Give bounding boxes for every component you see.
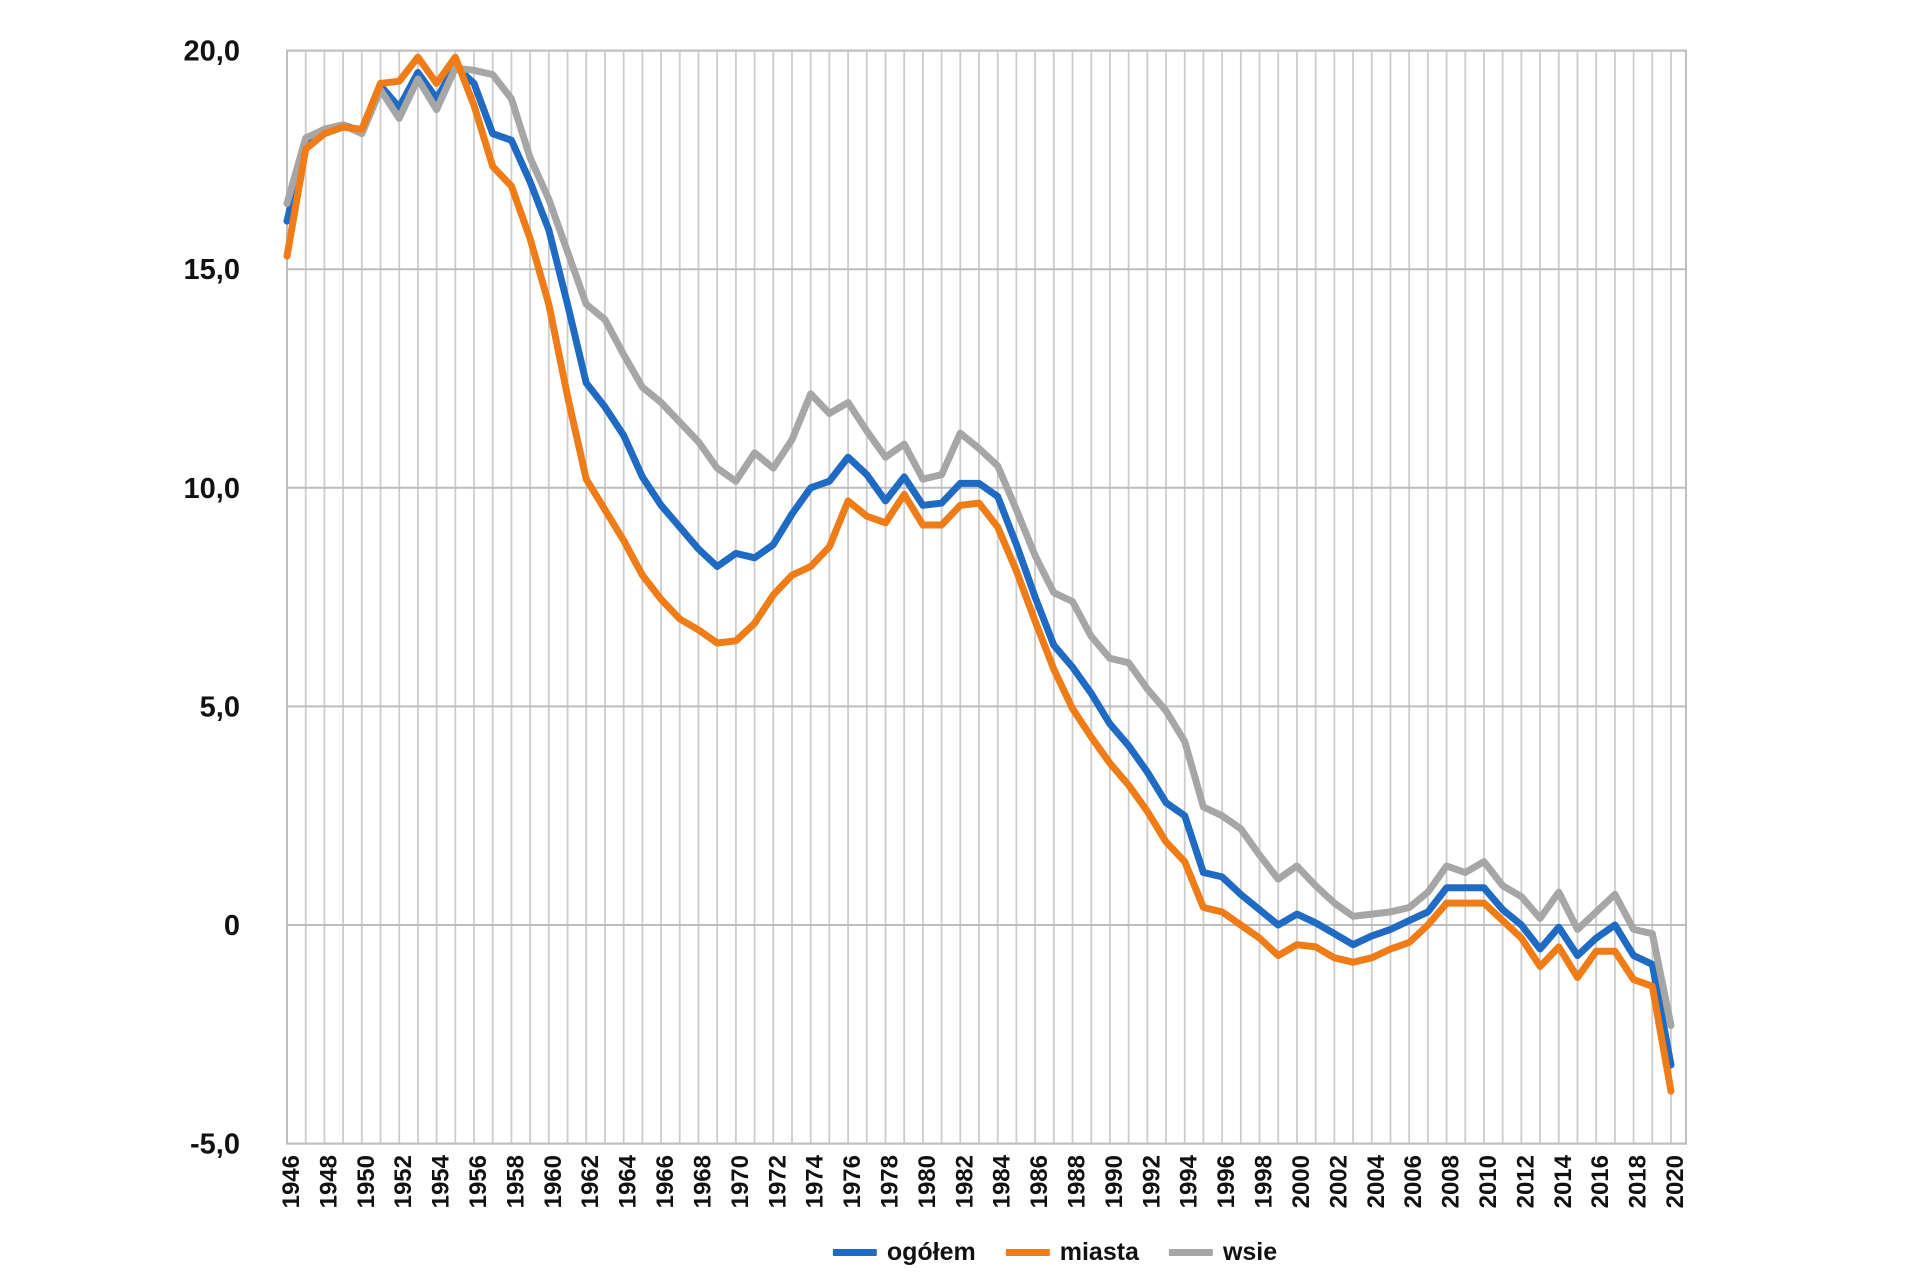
x-tick-label: 2018	[1625, 1155, 1652, 1208]
x-tick-label: 1972	[764, 1155, 791, 1208]
x-tick-label: 1962	[577, 1155, 604, 1208]
x-tick-label: 2008	[1438, 1155, 1465, 1208]
x-tick-label: 1988	[1064, 1155, 1091, 1208]
x-tick-label: 1966	[652, 1155, 679, 1208]
vertical-gridlines	[286, 50, 1672, 1144]
legend-swatch-ogółem	[832, 1249, 877, 1256]
x-tick-label: 1970	[727, 1155, 754, 1208]
y-tick-label: 5,0	[200, 691, 240, 723]
x-tick-label: 2012	[1512, 1155, 1539, 1208]
x-tick-label: 1976	[839, 1155, 866, 1208]
horizontal-gridlines	[287, 49, 1686, 1145]
chart-legend: ogółem miasta wsie	[832, 1238, 1278, 1266]
x-tick-label: 2014	[1550, 1154, 1577, 1208]
x-tick-label: 1952	[390, 1155, 417, 1208]
x-tick-label: 1994	[1176, 1154, 1203, 1208]
legend-label: wsie	[1222, 1238, 1278, 1266]
x-tick-label: 1954	[428, 1154, 455, 1208]
series-line-ogółem	[283, 62, 1675, 1069]
legend-label: miasta	[1059, 1238, 1139, 1266]
x-tick-label: 1998	[1251, 1155, 1278, 1208]
x-axis-tick-labels: 1946 1948 1950 1952 1954 1956 1958 1960 1962 1964…	[278, 1154, 1689, 1208]
x-tick-label: 1984	[989, 1154, 1016, 1208]
x-tick-label: 2016	[1587, 1155, 1614, 1208]
legend-item-wsie: wsie	[1168, 1238, 1278, 1266]
series-lines	[283, 53, 1675, 1095]
x-tick-label: 2020	[1662, 1155, 1689, 1208]
y-axis-tick-labels: 20,0 15,0 10,0 5,0 0 -5,0	[184, 36, 240, 1161]
x-tick-label: 1990	[1101, 1155, 1128, 1208]
y-tick-label: 20,0	[184, 36, 240, 68]
legend-swatch-miasta	[1005, 1249, 1050, 1256]
y-tick-label: 0	[224, 910, 240, 942]
x-tick-label: 2006	[1400, 1155, 1427, 1208]
x-tick-label: 2000	[1288, 1155, 1315, 1208]
series-line-wsie	[283, 64, 1675, 1030]
x-tick-label: 1978	[876, 1155, 903, 1208]
x-tick-label: 1946	[278, 1155, 305, 1208]
y-tick-label: -5,0	[190, 1129, 240, 1161]
x-tick-label: 1986	[1026, 1155, 1053, 1208]
x-tick-label: 1950	[353, 1155, 380, 1208]
x-tick-label: 2002	[1325, 1155, 1352, 1208]
x-tick-label: 1958	[502, 1155, 529, 1208]
x-tick-label: 1960	[540, 1155, 567, 1208]
x-tick-label: 1956	[465, 1155, 492, 1208]
x-tick-label: 1982	[951, 1155, 978, 1208]
x-tick-label: 1980	[914, 1155, 941, 1208]
x-tick-label: 1992	[1138, 1155, 1165, 1208]
x-tick-label: 1996	[1213, 1155, 1240, 1208]
plot-border	[286, 49, 1687, 1145]
legend-label: ogółem	[886, 1238, 976, 1266]
y-tick-label: 15,0	[184, 254, 240, 286]
x-tick-label: 1948	[315, 1155, 342, 1208]
legend-item-miasta: miasta	[1005, 1238, 1139, 1266]
x-tick-label: 1964	[615, 1154, 642, 1208]
x-tick-label: 2010	[1475, 1155, 1502, 1208]
legend-swatch-wsie	[1168, 1249, 1213, 1256]
x-tick-label: 1974	[802, 1154, 829, 1208]
y-tick-label: 10,0	[184, 473, 240, 505]
series-line-miasta	[283, 53, 1675, 1095]
x-tick-label: 2004	[1363, 1154, 1390, 1208]
legend-item-ogółem: ogółem	[832, 1238, 976, 1266]
x-tick-label: 1968	[689, 1155, 716, 1208]
